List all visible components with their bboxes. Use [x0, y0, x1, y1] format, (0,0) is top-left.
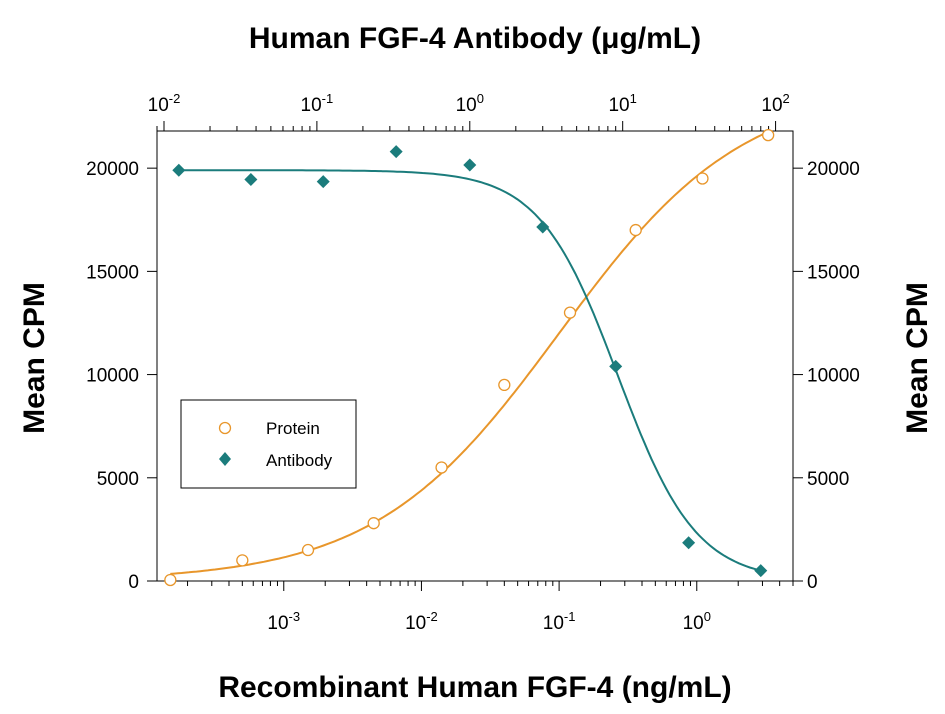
x-tick-label-top: 10-2	[148, 91, 181, 116]
point-protein	[236, 554, 249, 567]
legend-protein-marker	[218, 421, 232, 435]
y-tick-label-left: 15000	[86, 262, 139, 283]
point-antibody	[463, 158, 477, 172]
data-points	[164, 128, 775, 587]
point-protein	[367, 517, 380, 530]
fit-curve-antibody	[178, 169, 762, 572]
point-protein	[498, 378, 511, 392]
x-tick-label-bottom: 10-1	[543, 609, 576, 634]
x-tick-label-top: 101	[608, 91, 636, 116]
legend-antibody-marker	[219, 452, 231, 466]
point-protein	[164, 573, 177, 587]
point-antibody	[316, 175, 330, 189]
y-tick-label-left: 5000	[97, 469, 139, 490]
point-protein	[696, 172, 709, 185]
y-tick-label-right: 10000	[807, 366, 860, 387]
fit-curve-protein	[170, 130, 769, 575]
point-protein	[563, 306, 577, 319]
plot-frame	[156, 130, 794, 582]
x-tick-label-top: 100	[456, 91, 484, 116]
point-protein	[301, 543, 315, 557]
x-tick-label-bottom: 10-2	[405, 609, 438, 634]
point-antibody	[754, 564, 768, 578]
point-antibody	[244, 173, 258, 187]
y-tick-label-right: 5000	[807, 469, 849, 490]
legend-protein-label: Protein	[266, 419, 320, 438]
y-tick-label-right: 20000	[807, 159, 860, 180]
fit-curves	[170, 130, 769, 575]
point-protein	[629, 223, 642, 237]
y-tick-label-left: 10000	[86, 366, 139, 387]
y-axis-label-left: Mean CPM	[18, 282, 51, 434]
legend: Protein Antibody	[180, 399, 357, 489]
point-protein	[435, 461, 448, 474]
x-tick-label-bottom: 10-3	[267, 609, 300, 634]
point-protein	[762, 128, 775, 142]
x-axis-label: Recombinant Human FGF-4 (ng/mL)	[218, 671, 731, 704]
axis-ticks: 0 0 5000 5000 10000 10000 15000 15000 20000 20000…	[86, 91, 860, 634]
y-tick-label-left: 20000	[86, 159, 139, 180]
point-antibody	[389, 145, 403, 159]
x-tick-label-top: 102	[761, 91, 789, 116]
y-tick-label-left: 0	[128, 572, 139, 593]
point-antibody	[172, 163, 186, 177]
y-tick-label-right: 15000	[807, 262, 860, 283]
legend-antibody-label: Antibody	[266, 451, 333, 470]
point-antibody	[609, 359, 623, 373]
y-tick-label-right: 0	[807, 572, 818, 593]
x-tick-label-top: 10-1	[301, 91, 334, 116]
chart-title: Human FGF-4 Antibody (μg/mL)	[249, 22, 701, 55]
y-axis-label-right: Mean CPM	[901, 282, 934, 434]
point-antibody	[682, 536, 696, 550]
point-antibody	[536, 220, 550, 234]
x-tick-label-bottom: 100	[683, 609, 711, 634]
legend-box	[180, 399, 357, 489]
